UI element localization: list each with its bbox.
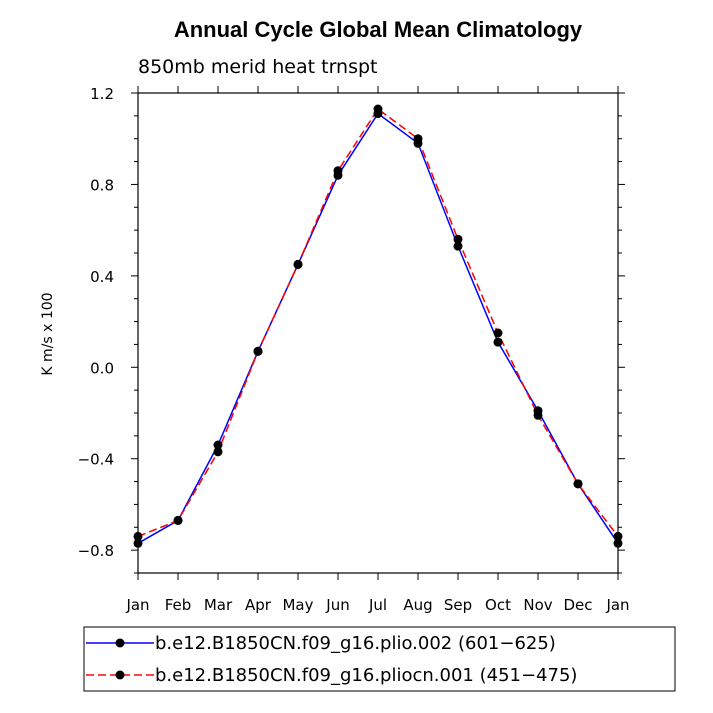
legend-marker-1 [115, 638, 125, 648]
x-tick-label: Jan [125, 596, 149, 614]
y-tick-label: 0.8 [90, 176, 114, 194]
series-2-point [133, 531, 143, 541]
x-tick-label: Dec [563, 596, 592, 614]
series-2-point [453, 234, 463, 244]
y-tick-label: 0.4 [90, 268, 114, 286]
series-1-point [493, 337, 503, 347]
y-axis-label: K m/s x 100 [40, 292, 56, 375]
series-2-point [573, 479, 583, 489]
series-layer [133, 104, 623, 548]
x-tick-label: Nov [523, 596, 552, 614]
series-2-point [613, 531, 623, 541]
legend-box [83, 626, 676, 692]
x-tick-label: Jul [368, 596, 387, 614]
legend-label-2: b.e12.B1850CN.f09_g16.pliocn.001 (451−47… [155, 665, 577, 686]
series-2-point [493, 328, 503, 338]
x-tick-label: Feb [165, 596, 192, 614]
x-tick-label: Jun [325, 596, 349, 614]
series-2-point [333, 166, 343, 176]
series-1-point [613, 538, 623, 548]
series-1-point [133, 538, 143, 548]
y-tick-label: −0.8 [78, 542, 114, 560]
series-2-point [173, 515, 183, 525]
legend-marker-2 [115, 670, 125, 680]
series-2-point [213, 447, 223, 457]
x-tick-label: May [282, 596, 313, 614]
chart-subtitle: 850mb merid heat trnspt [138, 56, 378, 78]
legend-label-1: b.e12.B1850CN.f09_g16.plio.002 (601−625) [155, 633, 556, 654]
x-ticks: Jan Feb Mar Apr May Jun Jul Aug Sep Oct Nov Dec Jan [125, 86, 630, 614]
y-tick-label: 1.2 [90, 85, 114, 103]
series-1-point [213, 440, 223, 450]
series-2-point [533, 410, 543, 420]
legend: b.e12.B1850CN.f09_g16.plio.002 (601−625)… [83, 626, 676, 692]
series-2-point [413, 134, 423, 144]
series-1-point [453, 241, 463, 251]
x-tick-label: Apr [245, 596, 272, 614]
series-2-point [373, 104, 383, 114]
y-tick-label: −0.4 [78, 451, 114, 469]
x-tick-label: Jan [605, 596, 629, 614]
plot-frame [137, 92, 619, 574]
series-2-point [293, 259, 303, 269]
series-line-1 [137, 112, 619, 544]
x-tick-label: Oct [485, 596, 511, 614]
x-tick-label: Mar [204, 596, 233, 614]
y-ticks: −0.8 −0.4 0.0 0.4 0.8 1.2 [78, 85, 625, 574]
chart-title: Annual Cycle Global Mean Climatology [174, 17, 583, 42]
series-2-point [253, 346, 263, 356]
x-tick-label: Sep [444, 596, 472, 614]
y-tick-label: 0.0 [90, 359, 114, 377]
x-tick-label: Aug [403, 596, 432, 614]
series-line-2 [137, 107, 619, 538]
